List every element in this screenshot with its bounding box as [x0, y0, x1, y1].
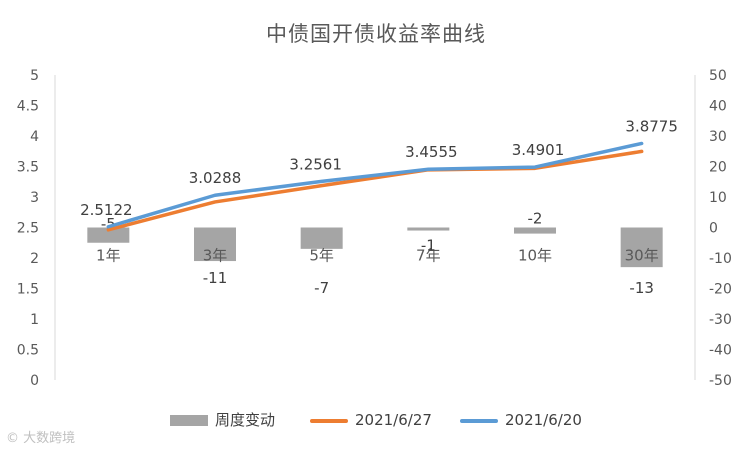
x-tick-label: 7年	[416, 247, 441, 265]
y-left-tick-label: 0	[30, 373, 39, 389]
legend-swatch-line	[310, 418, 348, 423]
bar-data-label: -2	[528, 210, 543, 228]
line-data-label: 3.0288	[189, 169, 242, 187]
x-tick-label: 1年	[96, 247, 121, 265]
y-right-tick-label: -30	[709, 312, 732, 328]
y-left-tick-label: 3.5	[17, 160, 39, 176]
y-right-tick-label: -50	[709, 373, 732, 389]
y-right-tick-label: -10	[709, 251, 732, 267]
y-left-tick-label: 2	[30, 251, 39, 267]
y-left-tick-label: 3	[30, 190, 39, 206]
y-left-tick-label: 0.5	[17, 343, 39, 359]
legend: 周度变动 2021/6/27 2021/6/20	[160, 410, 620, 430]
legend-label: 周度变动	[215, 411, 276, 429]
bar-weekly-change	[514, 227, 556, 234]
legend-label: 2021/6/27	[355, 411, 432, 429]
line-series-2021-6-27	[106, 149, 644, 232]
y-right-tick-label: 40	[709, 99, 727, 115]
bar-weekly-change	[407, 227, 450, 231]
x-tick-label: 10年	[518, 247, 552, 265]
bar-weekly-change	[300, 227, 343, 249]
x-tick-label: 3年	[203, 247, 228, 265]
y-left-tick-label: 4	[30, 129, 39, 145]
bar-data-label: -13	[629, 279, 654, 297]
bar-weekly-change	[194, 227, 236, 262]
chart-title: 中债国开债收益率曲线	[266, 22, 486, 46]
legend-item-weekly-change: 周度变动	[170, 410, 275, 430]
y-right-tick-label: 20	[709, 160, 727, 176]
x-tick-label: 30年	[625, 247, 659, 265]
x-tick-label: 5年	[309, 247, 334, 265]
y-left-tick-label: 2.5	[17, 221, 39, 237]
bar-data-label: -7	[314, 279, 329, 297]
line-data-label: 3.8775	[625, 117, 678, 135]
line-data-label: 2.5122	[80, 201, 133, 219]
legend-swatch-bar	[170, 415, 208, 426]
bar-weekly-change	[620, 227, 663, 268]
y-left-tick-label: 5	[30, 68, 39, 84]
bar-data-label: -1	[421, 237, 436, 255]
line-series-2021-6-20	[106, 141, 644, 229]
y-left-tick-label: 1.5	[17, 282, 39, 298]
watermark-text: 大数跨境	[23, 431, 76, 446]
line-data-label: 3.4555	[405, 143, 458, 161]
bar-data-label: -11	[203, 269, 228, 287]
legend-item-2021-6-20: 2021/6/20	[460, 410, 582, 430]
y-right-tick-label: -40	[709, 343, 732, 359]
y-left-tick-label: 1	[30, 312, 39, 328]
line-data-label: 3.4901	[512, 141, 565, 159]
y-right-tick-label: 50	[709, 68, 727, 84]
line-data-label: 3.2561	[289, 155, 342, 173]
watermark-icon: ©	[6, 431, 19, 446]
y-right-tick-label: -20	[709, 282, 732, 298]
y-right-tick-label: 10	[709, 190, 727, 206]
y-right-tick-label: 30	[709, 129, 727, 145]
y-right-tick-label: 0	[709, 221, 718, 237]
bar-weekly-change	[87, 227, 130, 243]
legend-label: 2021/6/20	[505, 411, 582, 429]
watermark: © 大数跨境	[6, 427, 75, 446]
legend-swatch-line	[460, 418, 498, 423]
legend-item-2021-6-27: 2021/6/27	[310, 410, 432, 430]
y-left-tick-label: 4.5	[17, 99, 39, 115]
